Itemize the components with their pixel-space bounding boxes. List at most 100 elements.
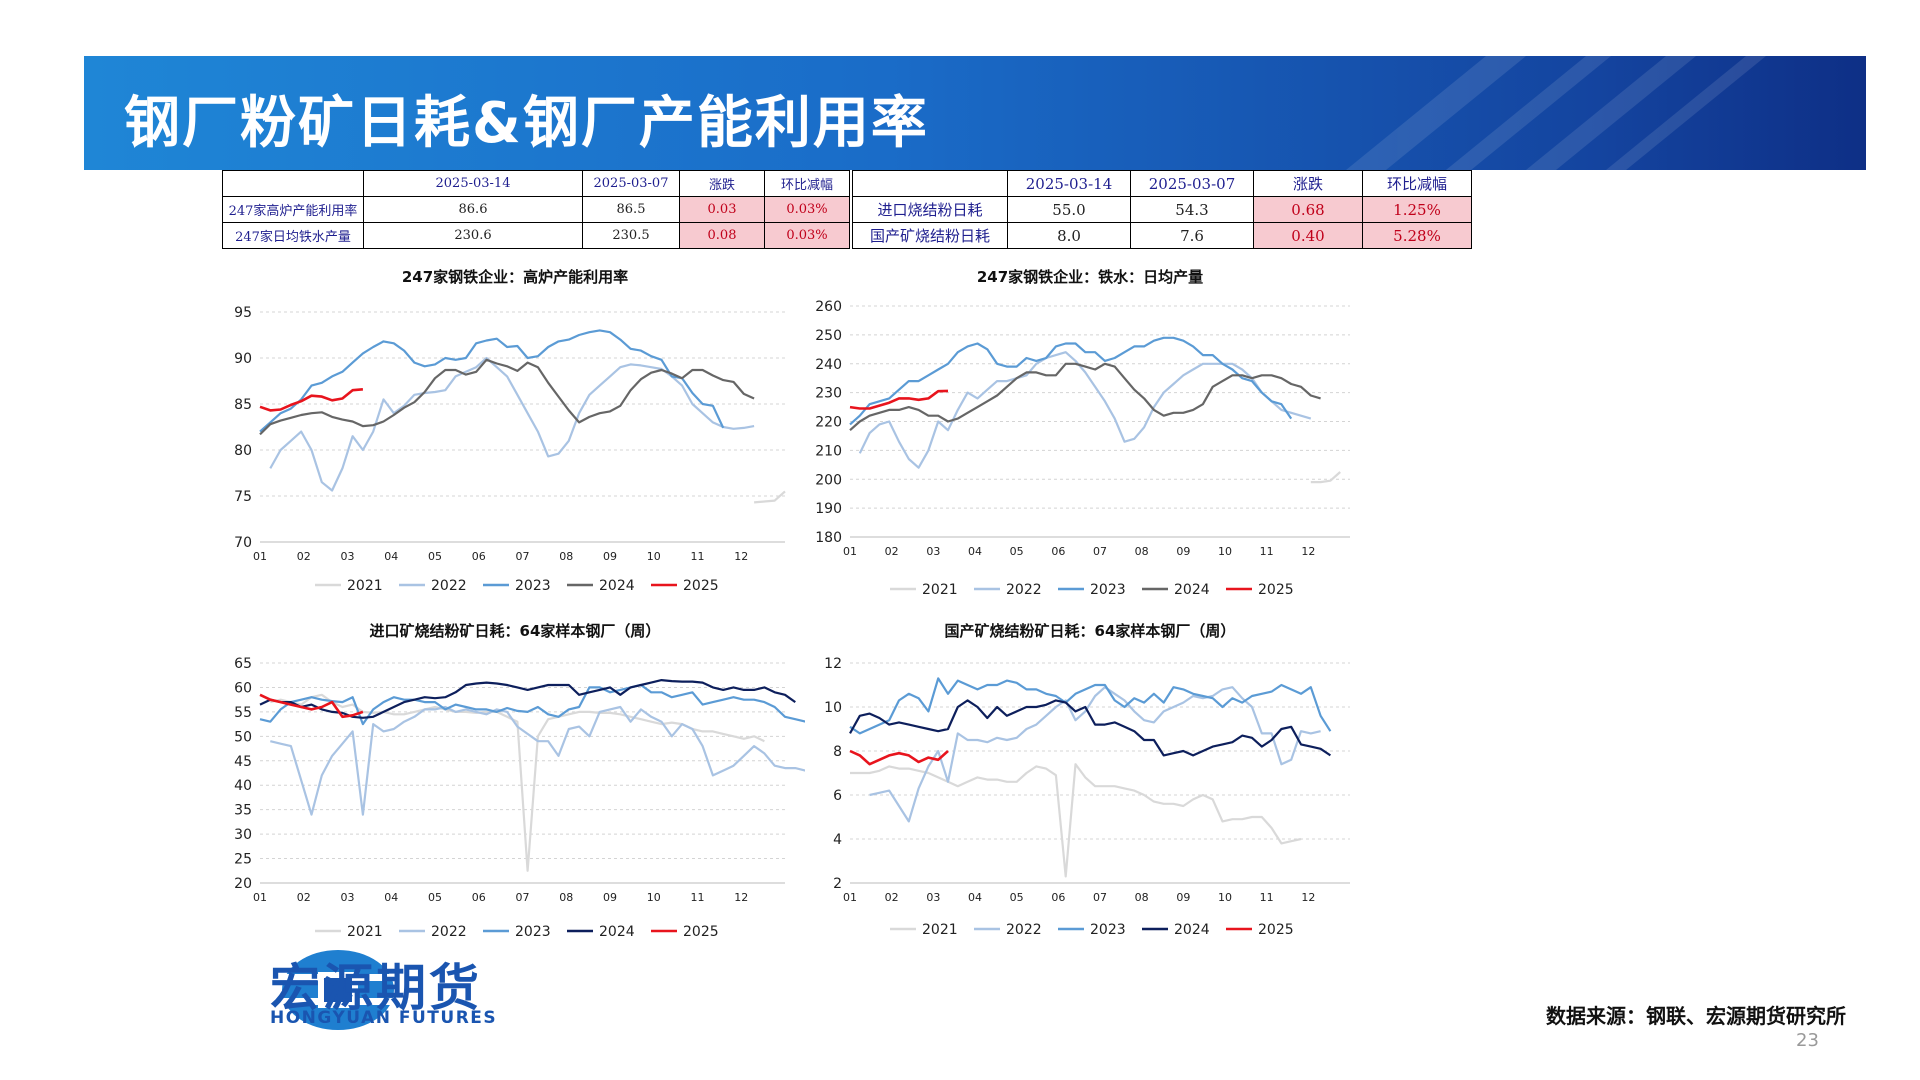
- legend-label-2024: 2024: [1174, 582, 1210, 598]
- legend-label-2025: 2025: [683, 924, 719, 940]
- series-line-2021: [850, 763, 1302, 878]
- x-tick-label: 02: [885, 545, 899, 558]
- x-tick-label: 11: [691, 550, 705, 563]
- title-banner: 钢厂粉矿日耗&钢厂产能利用率: [84, 56, 1866, 170]
- x-tick-label: 07: [1093, 891, 1107, 904]
- y-tick-label: 50: [234, 729, 252, 745]
- y-tick-label: 40: [234, 778, 252, 794]
- y-tick-label: 260: [815, 299, 842, 315]
- legend-label-2025: 2025: [1258, 922, 1294, 938]
- legend-label-2022: 2022: [1006, 922, 1042, 938]
- x-tick-label: 05: [428, 891, 442, 904]
- chart-title: 247家钢铁企业：铁水：日均产量: [977, 268, 1203, 286]
- series-line-2024: [849, 362, 1321, 432]
- y-tick-label: 75: [234, 489, 252, 505]
- series-line-2021: [754, 490, 786, 504]
- x-tick-label: 09: [603, 550, 617, 563]
- y-tick-label: 6: [833, 788, 842, 804]
- table-header-cell: 2025-03-07: [582, 170, 680, 197]
- table-row: 247家日均铁水产量 230.6 230.5 0.08 0.03%: [222, 222, 850, 249]
- logo-chinese-name: 宏源期货: [270, 959, 482, 1017]
- x-tick-label: 06: [1051, 545, 1065, 558]
- x-tick-label: 01: [253, 891, 267, 904]
- x-tick-label: 04: [968, 545, 982, 558]
- x-tick-label: 03: [926, 891, 940, 904]
- table-header-cell: 2025-03-14: [363, 170, 583, 197]
- row-label: 247家日均铁水产量: [222, 222, 364, 249]
- table-header-cell: 涨跌: [1253, 170, 1363, 197]
- y-tick-label: 85: [234, 397, 252, 413]
- x-tick-label: 12: [734, 891, 748, 904]
- x-tick-label: 10: [1218, 891, 1232, 904]
- change-percent: 0.03%: [764, 196, 850, 223]
- x-tick-label: 10: [1218, 545, 1232, 558]
- logo-english-name: HONGYUAN FUTURES: [270, 1008, 498, 1028]
- table-header-row: 2025-03-14 2025-03-07 涨跌 环比减幅: [222, 170, 850, 197]
- y-tick-label: 60: [234, 680, 252, 696]
- x-tick-label: 12: [734, 550, 748, 563]
- y-tick-label: 95: [234, 305, 252, 321]
- legend-label-2024: 2024: [599, 924, 635, 940]
- x-tick-label: 02: [297, 891, 311, 904]
- domestic-sinter-consumption-chart: 国产矿烧结粉矿日耗：64家样本钢厂（周） 2 4 6 8 10 12 01 02 03 04 05 06…: [824, 622, 1350, 938]
- current-value: 86.6: [363, 196, 583, 223]
- blast-furnace-table: 2025-03-14 2025-03-07 涨跌 环比减幅 247家高炉产能利用…: [222, 170, 850, 249]
- legend-label-2022: 2022: [1006, 582, 1042, 598]
- table-row: 247家高炉产能利用率 86.6 86.5 0.03 0.03%: [222, 196, 850, 223]
- row-label: 国产矿烧结粉日耗: [852, 222, 1008, 249]
- current-value: 8.0: [1007, 222, 1131, 249]
- x-tick-label: 05: [1010, 891, 1024, 904]
- y-tick-label: 90: [234, 351, 252, 367]
- series-line-2023: [259, 329, 725, 433]
- x-tick-label: 05: [428, 550, 442, 563]
- imported-sinter-consumption-chart: 进口矿烧结粉矿日耗：64家样本钢厂（周）20253035404550556065…: [234, 622, 805, 940]
- x-tick-label: 09: [1176, 891, 1190, 904]
- current-value: 55.0: [1007, 196, 1131, 223]
- series-line-2025: [849, 389, 949, 410]
- y-tick-label: 55: [234, 705, 252, 721]
- change-percent: 5.28%: [1362, 222, 1472, 249]
- hongyuan-logo-icon: [280, 950, 396, 1030]
- legend-label-2021: 2021: [922, 582, 958, 598]
- series-line-2025: [259, 693, 364, 719]
- x-tick-label: 11: [1260, 545, 1274, 558]
- x-tick-label: 08: [1135, 545, 1149, 558]
- change-percent: 0.03%: [764, 222, 850, 249]
- change-value: 0.68: [1253, 196, 1363, 223]
- y-tick-label: 190: [815, 501, 842, 517]
- series-line-2024: [259, 358, 755, 436]
- y-tick-label: 4: [833, 832, 842, 848]
- legend-label-2021: 2021: [347, 924, 383, 940]
- series-line-2022: [269, 356, 755, 492]
- legend-label-2022: 2022: [431, 924, 467, 940]
- series-line-2024: [849, 699, 1332, 757]
- x-tick-label: 06: [472, 891, 486, 904]
- x-tick-label: 09: [1176, 545, 1190, 558]
- y-tick-label: 70: [234, 535, 252, 551]
- y-tick-label: 230: [815, 386, 842, 402]
- legend-label-2024: 2024: [1174, 922, 1210, 938]
- y-tick-label: 210: [815, 443, 842, 459]
- page-number: 23: [1796, 1030, 1819, 1051]
- x-tick-label: 10: [647, 550, 661, 563]
- table-header-cell: 2025-03-07: [1130, 170, 1254, 197]
- legend-label-2023: 2023: [1090, 582, 1126, 598]
- page-title: 钢厂粉矿日耗&钢厂产能利用率: [124, 91, 929, 156]
- x-tick-label: 03: [341, 891, 355, 904]
- current-value: 230.6: [363, 222, 583, 249]
- series-line-2023: [259, 683, 805, 726]
- x-tick-label: 01: [253, 550, 267, 563]
- series-line-2025: [849, 749, 949, 766]
- legend-label-2025: 2025: [1258, 582, 1294, 598]
- x-tick-label: 06: [1051, 891, 1065, 904]
- legend-label-2023: 2023: [515, 578, 551, 594]
- y-tick-label: 65: [234, 656, 252, 672]
- x-tick-label: 05: [1010, 545, 1024, 558]
- y-tick-label: 200: [815, 472, 842, 488]
- table-header-cell: 涨跌: [679, 170, 765, 197]
- x-tick-label: 08: [1135, 891, 1149, 904]
- table-header-cell: [222, 170, 364, 197]
- y-tick-label: 20: [234, 876, 252, 892]
- x-tick-label: 06: [472, 550, 486, 563]
- x-tick-label: 11: [691, 891, 705, 904]
